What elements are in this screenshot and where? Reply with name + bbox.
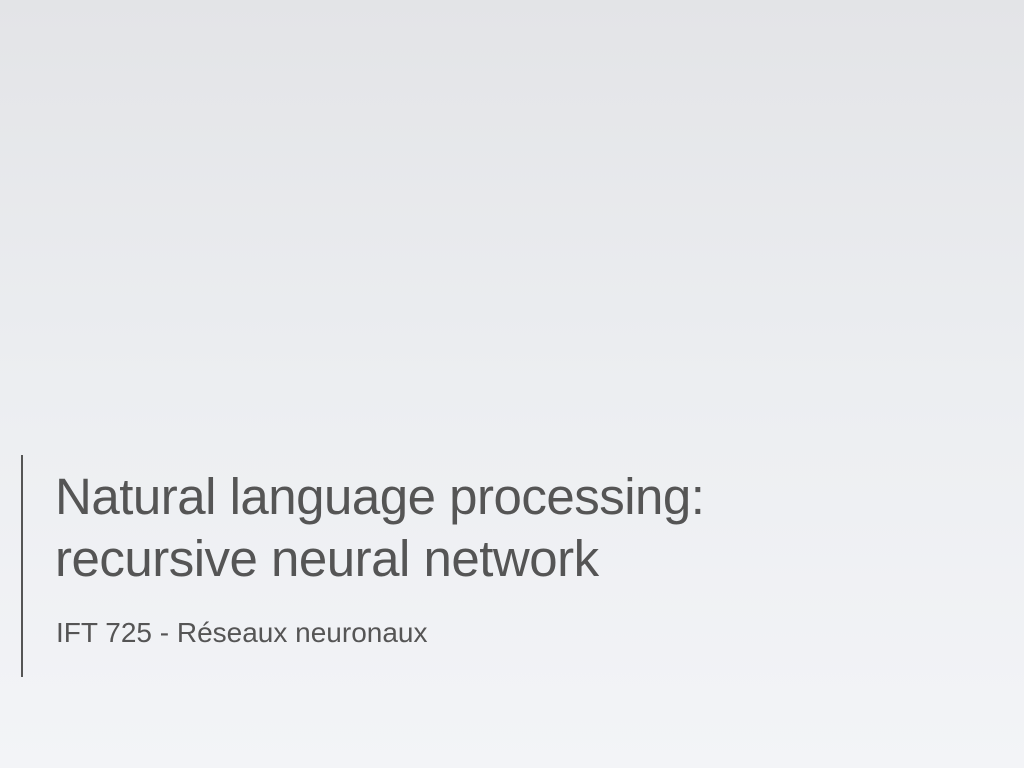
- slide-title: Natural language processing: recursive n…: [55, 466, 705, 590]
- accent-bar: [21, 455, 23, 677]
- slide-subtitle: IFT 725 - Réseaux neuronaux: [56, 617, 428, 648]
- slide-title-line-1: Natural language processing:: [55, 468, 705, 525]
- title-block: Natural language processing: recursive n…: [18, 455, 978, 677]
- slide-title-line-2: recursive neural network: [55, 530, 599, 587]
